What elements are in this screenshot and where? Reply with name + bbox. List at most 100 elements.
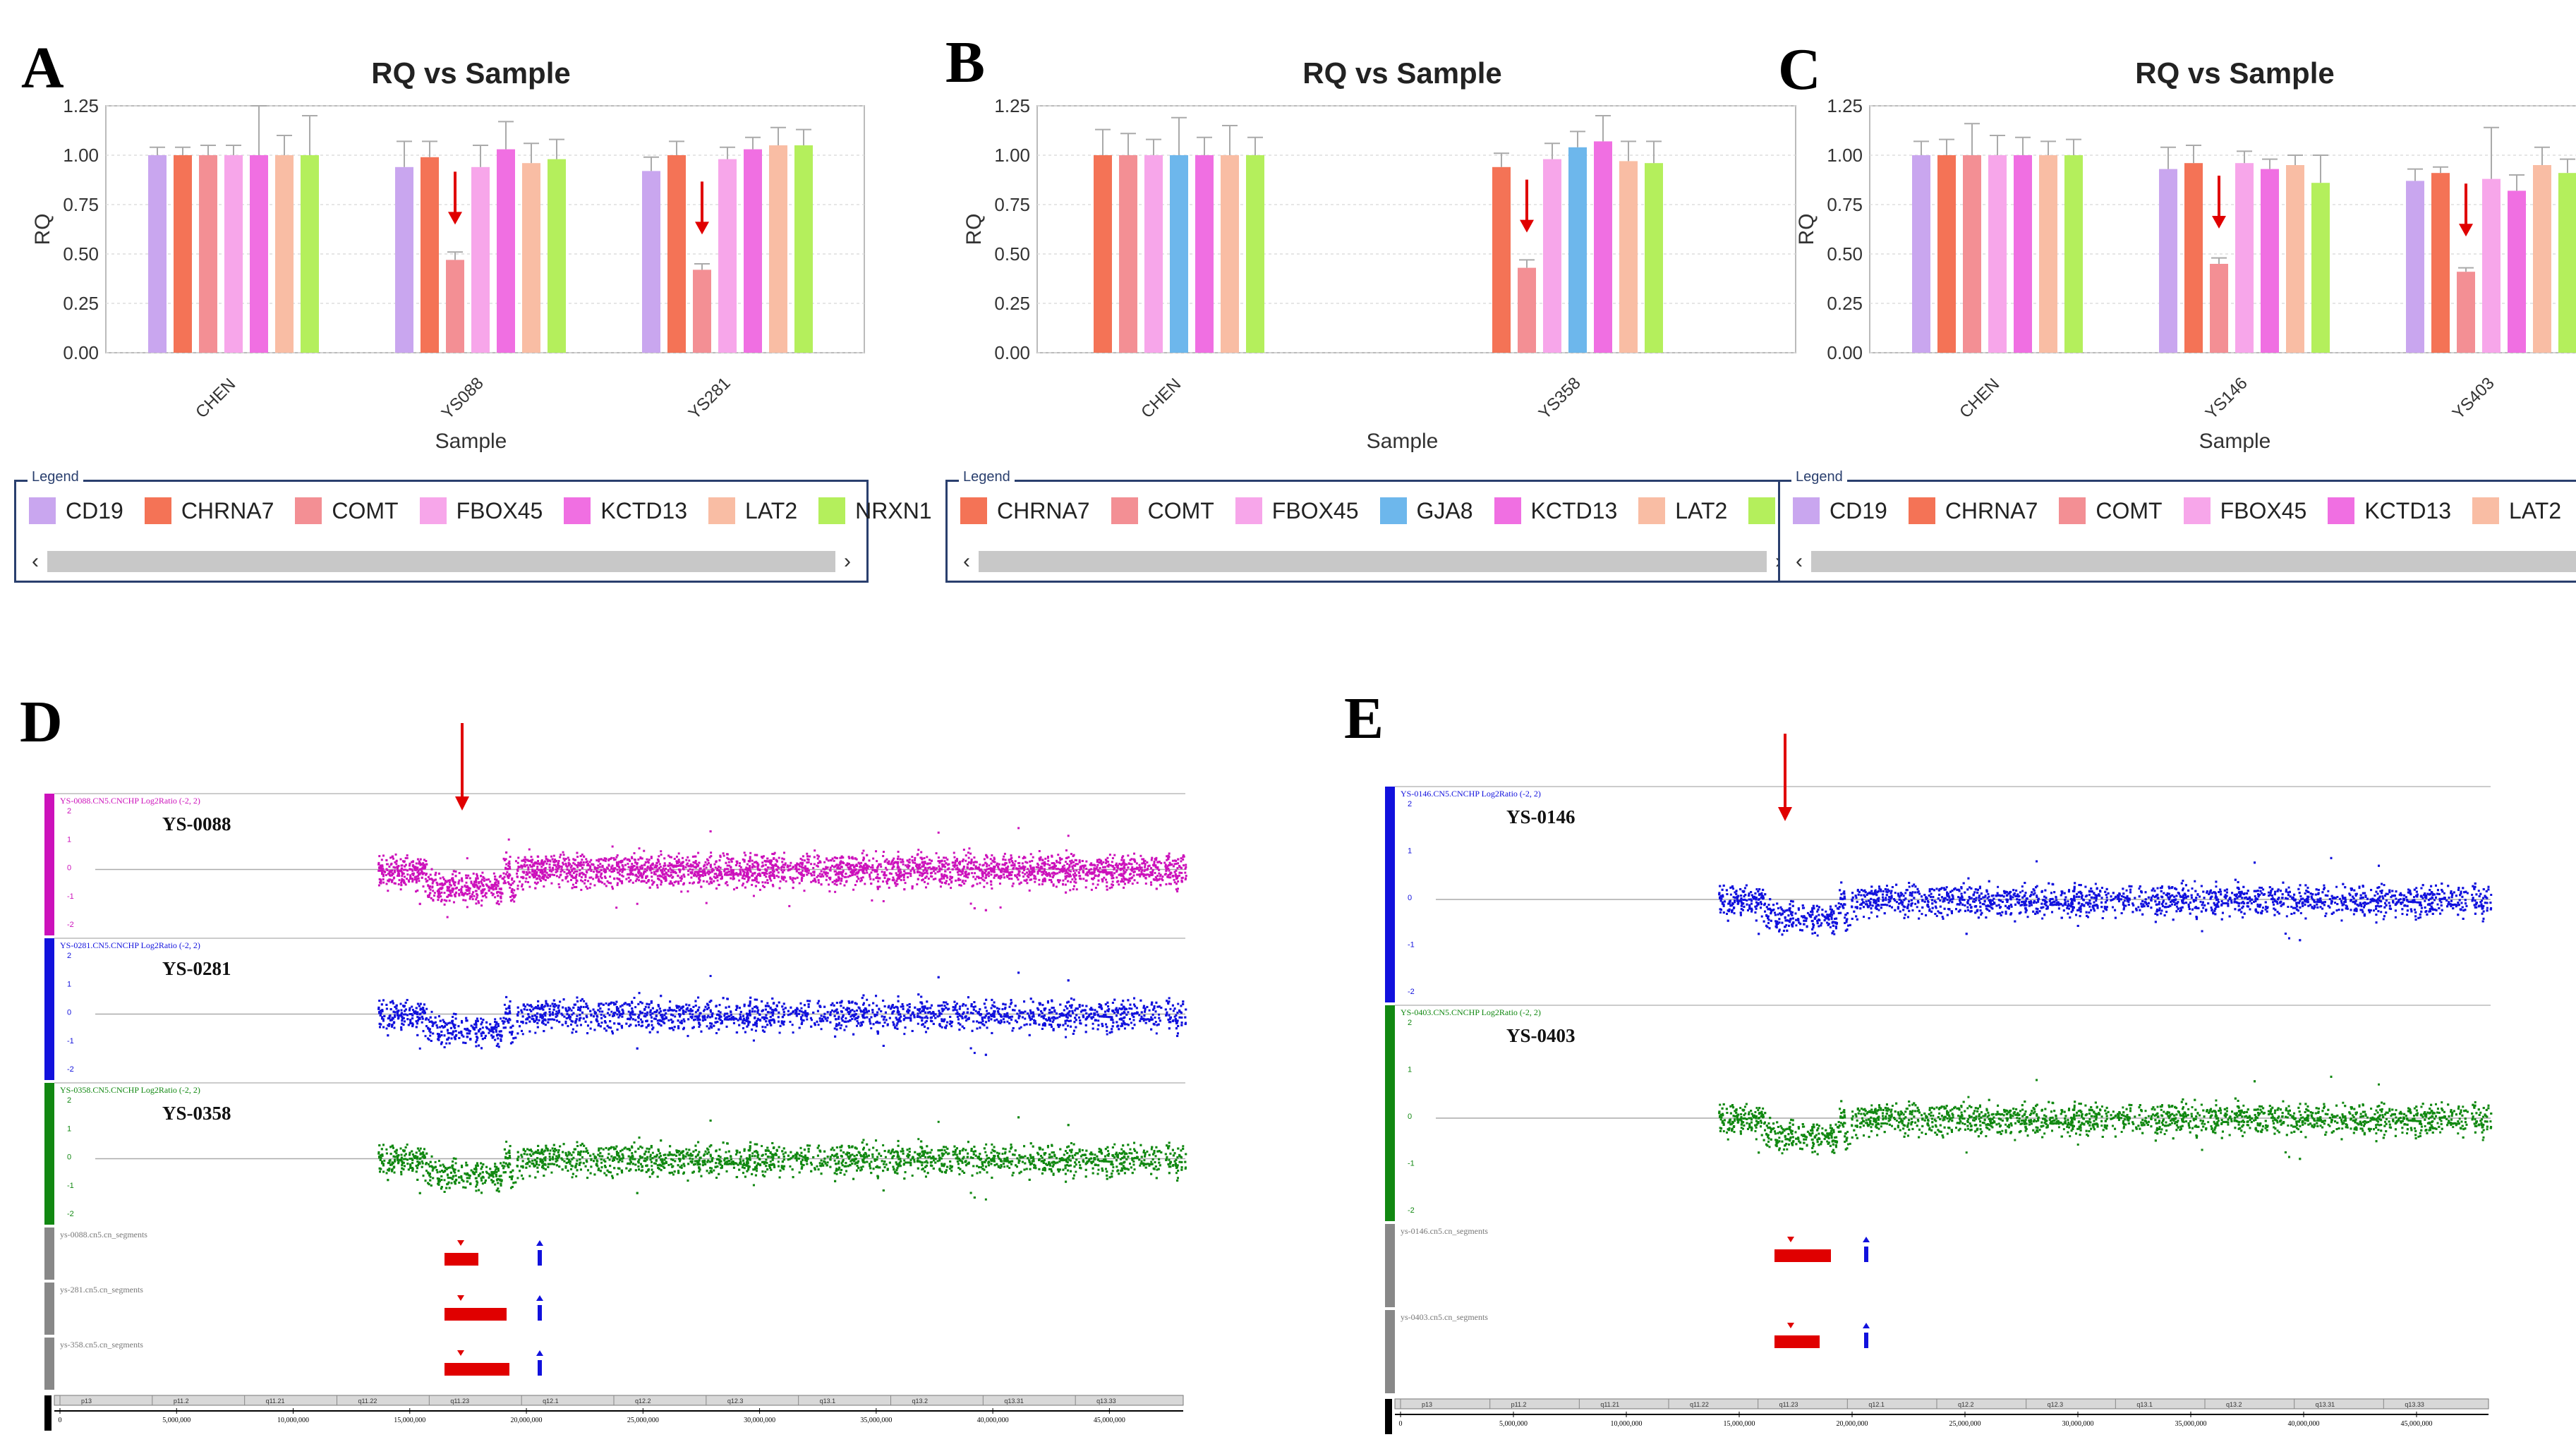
- copy-number-svg: 2 1 0 -1 -2 YS-0146.CN5.CNCHP Log2Ratio (-2, …: [1385, 786, 2493, 1434]
- legend-swatch: [2059, 497, 2086, 524]
- legend-title: Legend: [959, 469, 1015, 485]
- x-tick-label: CHEN: [1137, 375, 1185, 422]
- legend-label: KCTD13: [600, 497, 688, 523]
- scroll-left-icon[interactable]: ‹: [32, 550, 39, 573]
- y-tick-label: 0.00: [1827, 342, 1863, 363]
- position-label: 25,000,000: [627, 1417, 659, 1424]
- y-tick: 0: [1408, 1112, 1412, 1121]
- y-tick-label: 1.25: [1827, 95, 1863, 116]
- track-color-bar: [1385, 1005, 1395, 1221]
- y-tick: 1: [67, 980, 71, 988]
- y-tick-label: 0.25: [63, 293, 99, 314]
- highlight-arrow-head: [695, 222, 709, 235]
- cytoband-label: q13.1: [820, 1398, 836, 1405]
- scroll-left-icon[interactable]: ‹: [1796, 550, 1803, 573]
- y-tick-label: 0.75: [994, 194, 1030, 215]
- scroll-track[interactable]: [1811, 551, 2576, 572]
- segment-track-label: ys-358.cn5.cn_segments: [60, 1340, 143, 1350]
- bar-nrxn1-chen: [301, 155, 319, 353]
- deletion-segment: [445, 1363, 509, 1376]
- position-label: 5,000,000: [162, 1417, 191, 1424]
- legend-label: CHRNA7: [1945, 497, 2038, 523]
- bar-cd19-chen: [148, 155, 167, 353]
- y-tick: 0: [1408, 894, 1412, 902]
- scroll-left-icon[interactable]: ‹: [963, 550, 970, 573]
- legend-label: CHRNA7: [997, 497, 1090, 523]
- y-tick: 1: [1408, 1066, 1412, 1074]
- legend-scrollbar[interactable]: ‹›: [23, 550, 859, 574]
- bar-lat2-ys146: [2286, 165, 2304, 353]
- scroll-right-icon[interactable]: ›: [844, 550, 851, 573]
- legend: Legend CD19 CHRNA7 COMT FBOX45 KCTD13 LAT2 NRXN…: [14, 469, 932, 583]
- legend-item-comt: COMT: [1111, 497, 1214, 524]
- legend-scrollbar[interactable]: ‹›: [1787, 550, 2576, 574]
- position-label: 45,000,000: [2401, 1420, 2433, 1428]
- track-header: YS-0403.CN5.CNCHP Log2Ratio (-2, 2): [1401, 1007, 1541, 1017]
- cytoband-label: q11.23: [450, 1398, 469, 1405]
- bar-chrna7-ys146: [2184, 163, 2203, 353]
- bar-comt-chen: [1963, 155, 1981, 353]
- cytoband-label: q11.21: [1600, 1401, 1619, 1408]
- y-tick-label: 0.75: [1827, 194, 1863, 215]
- legend-label: CD19: [1830, 497, 1887, 523]
- y-tick-label: 1.00: [63, 145, 99, 166]
- bar-comt-chen: [199, 155, 217, 353]
- x-tick-label: YS088: [438, 374, 488, 423]
- legend-items: CD19 CHRNA7 COMT FBOX45 KCTD13 LAT2 NRXN1: [29, 497, 932, 524]
- legend-label: LAT2: [1675, 497, 1728, 523]
- bar-nrxn1-ys146: [2311, 183, 2330, 353]
- legend-swatch: [419, 497, 447, 524]
- scroll-track[interactable]: [979, 551, 1767, 572]
- y-tick: 2: [67, 1096, 71, 1105]
- panel-letter-a: A: [21, 35, 64, 101]
- bar-fbox45-chen: [1144, 155, 1163, 353]
- y-tick: -2: [67, 1065, 74, 1074]
- bar-gja8-ys358: [1568, 147, 1587, 353]
- y-tick: -1: [67, 1182, 74, 1190]
- bar-lat2-ys358: [1619, 161, 1638, 353]
- y-tick-label: 1.00: [1827, 145, 1863, 166]
- position-label: 0: [59, 1417, 62, 1424]
- legend-scrollbar[interactable]: ‹›: [955, 550, 1791, 574]
- position-label: 30,000,000: [2062, 1420, 2094, 1428]
- segment-color-bar: [1385, 1224, 1395, 1307]
- cytoband-label: q13.2: [912, 1398, 929, 1405]
- scroll-track[interactable]: [47, 551, 835, 572]
- bar-nrxn1-ys088: [548, 159, 566, 353]
- sample-label: YS-0088: [162, 813, 231, 835]
- legend-swatch: [960, 497, 987, 524]
- bar-comt-ys358: [1518, 267, 1536, 353]
- y-tick-label: 0.50: [1827, 243, 1863, 265]
- rq-chart-svg: RQ vs Sample 0.00 0.25 0.50 0.75 1.00 1.25 RQ CH…: [31, 56, 865, 453]
- bar-lat2-chen: [275, 155, 294, 353]
- y-tick: 0: [67, 1153, 71, 1162]
- cytoband-label: q11.22: [1690, 1401, 1709, 1408]
- bar-chrna7-ys403: [2431, 173, 2450, 353]
- legend-label: COMT: [1147, 497, 1214, 523]
- position-label: 25,000,000: [1949, 1420, 1981, 1428]
- legend-label: FBOX45: [2220, 497, 2307, 523]
- position-label: 10,000,000: [277, 1417, 309, 1424]
- x-tick-label: CHEN: [192, 375, 239, 422]
- position-label: 15,000,000: [1724, 1420, 1755, 1428]
- legend-swatch: [144, 497, 171, 524]
- legend-label: CD19: [66, 497, 123, 523]
- legend-swatch: [708, 497, 736, 524]
- bar-cd19-ys403: [2406, 181, 2424, 353]
- deletion-marker: [1787, 1237, 1794, 1242]
- segment-track-label: ys-0403.cn5.cn_segments: [1401, 1312, 1488, 1322]
- bar-comt-ys281: [693, 269, 711, 353]
- bar-chrna7-chen: [174, 155, 192, 353]
- deletion-segment: [445, 1253, 478, 1266]
- gain-marker: [1863, 1237, 1870, 1242]
- panel-letter-c: C: [1778, 37, 1821, 102]
- gain-segment: [1864, 1333, 1868, 1348]
- legend-label: LAT2: [745, 497, 798, 523]
- bar-fbox45-ys281: [718, 159, 737, 353]
- legend-items: CHRNA7COMTFBOX45GJA8KCTD13LAT2NRXN1: [960, 497, 1862, 524]
- position-label: 40,000,000: [977, 1417, 1009, 1424]
- legend-label: KCTD13: [2364, 497, 2452, 523]
- segment-track-label: ys-0146.cn5.cn_segments: [1401, 1226, 1488, 1236]
- legend-item-kctd13: KCTD13: [564, 497, 687, 524]
- y-axis-label: RQ: [1795, 214, 1818, 245]
